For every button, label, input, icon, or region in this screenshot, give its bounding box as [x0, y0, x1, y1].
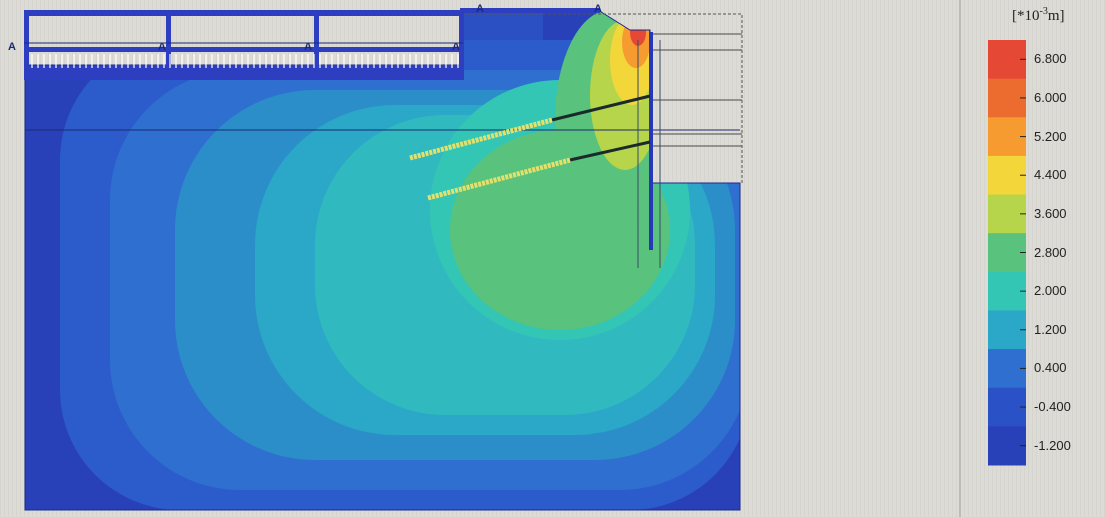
anchor-grout-body[interactable]	[409, 117, 553, 161]
building-frame[interactable]	[24, 8, 600, 80]
legend-swatch	[988, 155, 1026, 196]
legend-level-label: 6.800	[1034, 51, 1067, 67]
foundation-piles	[31, 54, 459, 68]
frame-column	[24, 10, 29, 70]
node-marker-label: A	[452, 41, 460, 53]
legend-level-label: 5.200	[1034, 128, 1067, 144]
node-marker-label: A	[594, 3, 602, 15]
surface-load-strip	[460, 8, 600, 13]
legend-level-label: 0.400	[1034, 360, 1067, 376]
legend-swatch	[988, 117, 1026, 157]
frame-column	[314, 10, 319, 70]
node-markers: A A A A A A	[8, 3, 602, 53]
legend-swatch	[988, 271, 1026, 311]
anchor-free-length[interactable]	[551, 94, 651, 122]
foundation-raft	[24, 66, 464, 80]
legend-level-label: -1.200	[1034, 437, 1071, 453]
legend-level-label: 4.400	[1034, 167, 1067, 183]
node-marker-label: A	[8, 41, 16, 53]
node-marker-label: A	[158, 41, 166, 53]
node-marker-label: A	[476, 3, 484, 15]
legend-unit: [*10-3m]	[1012, 6, 1065, 24]
legend-level-label: 1.200	[1034, 321, 1067, 337]
legend-level-label: 3.600	[1034, 205, 1067, 221]
anchor-free-length[interactable]	[569, 140, 651, 162]
legend-level-label: -0.400	[1034, 399, 1071, 415]
frame-column	[459, 10, 464, 70]
legend-swatch	[988, 349, 1026, 389]
legend-color-bar	[988, 40, 1026, 466]
soil-contours	[25, 10, 740, 510]
legend-level-label: 2.800	[1034, 244, 1067, 260]
frame-roof	[24, 10, 463, 16]
legend-swatch	[988, 78, 1026, 118]
frame-floor	[24, 47, 463, 52]
legend-swatch	[988, 194, 1026, 234]
legend-swatch	[988, 40, 1026, 80]
frame-column	[166, 10, 171, 70]
legend-level-label: 2.000	[1034, 283, 1067, 299]
legend-swatch	[988, 233, 1026, 273]
legend-swatch	[988, 426, 1026, 466]
legend-level-label: 6.000	[1034, 89, 1067, 105]
legend-swatch	[988, 310, 1026, 350]
anchor-grout-body[interactable]	[427, 157, 571, 201]
node-marker-label: A	[304, 41, 312, 53]
legend-swatch	[988, 387, 1026, 427]
